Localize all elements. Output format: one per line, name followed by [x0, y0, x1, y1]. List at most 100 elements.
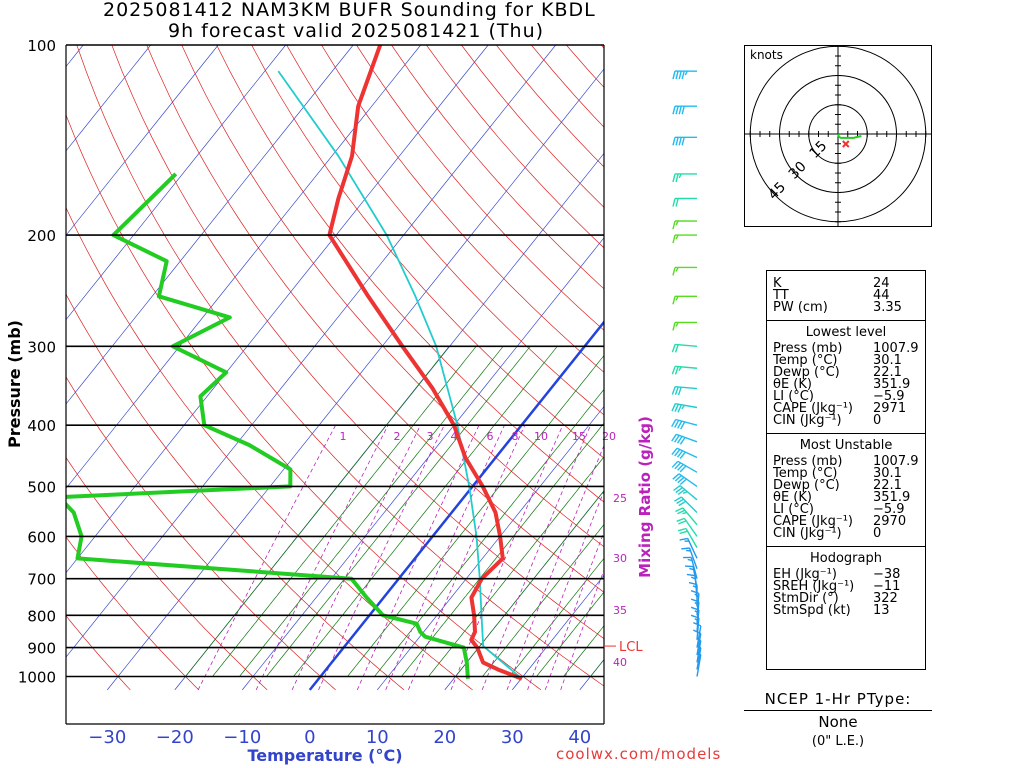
mixing-ratio-label-20: 20 [602, 430, 616, 443]
wind-barb-flag [671, 366, 676, 375]
wind-barb-flag [677, 509, 686, 515]
freezing-isotherm [308, 320, 604, 691]
wind-barb-staff [677, 460, 698, 473]
temperature-trace [327, 45, 523, 681]
mixing-ratio-label-6: 6 [487, 430, 494, 443]
mixing-ratio-line [385, 425, 505, 691]
wind-barb [672, 473, 698, 487]
x-tick--20: −20 [156, 727, 194, 748]
wind-barb [671, 403, 698, 413]
moist-adiabat [536, 591, 604, 677]
wind-barb [693, 621, 702, 648]
wind-barb-staff [676, 447, 698, 459]
mixing-ratio-line [291, 425, 421, 691]
index-row: PW (cm) 3.35 [767, 301, 925, 314]
wind-barb [672, 220, 698, 230]
mixing-ratio-label-30: 30 [613, 552, 627, 565]
index-value: 13 [873, 603, 890, 618]
isotherm-line [66, 45, 219, 236]
dry-adiabat [426, 45, 604, 249]
index-value: −11 [873, 579, 901, 594]
credit-text: coolwx.com/models [556, 745, 722, 763]
index-value: 351.9 [873, 490, 911, 505]
parcel-trace [277, 70, 523, 680]
wind-barb-flag [675, 106, 679, 115]
wind-barb-flag [677, 489, 686, 495]
index-row: TT 44 [767, 288, 925, 303]
wind-barb-flag [675, 137, 679, 146]
dry-adiabat [356, 45, 604, 331]
moist-adiabat [347, 354, 604, 677]
index-row: CIN (Jkg⁻¹) 0 [767, 414, 925, 427]
wind-barb-flag [674, 344, 679, 353]
dry-adiabat [146, 45, 604, 593]
wind-barb-flag [694, 593, 699, 598]
moist-adiabat [563, 625, 604, 677]
wind-barb-flag [677, 476, 685, 484]
dry-adiabat [66, 457, 268, 691]
x-axis-label: Temperature (°C) [247, 746, 402, 765]
moist-adiabat [374, 388, 604, 677]
wind-barb [679, 537, 698, 559]
dry-adiabat [66, 293, 405, 691]
pressure-label-800: 800 [27, 607, 56, 625]
wind-barb-staff [675, 343, 698, 347]
wind-barb [672, 105, 698, 115]
indices-panel: K 24 TT 44 PW (cm) 3.35 Lowest level Press (m… [766, 270, 926, 670]
wind-barb-flag [675, 173, 679, 183]
x-tick--30: −30 [88, 727, 126, 748]
wind-barb-flag [675, 234, 679, 240]
index-label: K [773, 276, 782, 291]
wind-barb-flag [681, 70, 685, 80]
index-value: 22.1 [873, 365, 902, 380]
dry-adiabat [251, 45, 604, 459]
index-row: EH (Jkg⁻¹) −38 [767, 568, 925, 581]
lowest-level-heading: Lowest level [767, 320, 925, 343]
dry-adiabat [66, 615, 131, 691]
mixing-ratio-line [356, 425, 480, 691]
wind-barb [671, 418, 698, 430]
dry-adiabat [321, 45, 604, 373]
wind-barb [690, 614, 700, 640]
wind-barb-flag [689, 567, 694, 571]
index-label: Press (mb) [773, 454, 843, 469]
wind-barb-flag [679, 465, 687, 473]
isotherm-line [512, 574, 604, 691]
wind-barb [696, 651, 702, 677]
wind-barb-flag [690, 590, 700, 595]
wind-barb-flag [679, 478, 687, 486]
wind-barb-flag [674, 435, 680, 443]
index-label: SREH (Jkg⁻¹) [773, 579, 855, 594]
wind-barb-flag [679, 530, 688, 535]
wind-barb-flag [672, 267, 676, 276]
wind-barb-flag [693, 621, 702, 627]
mixing-ratio-line [506, 444, 604, 691]
wind-barb-flag [671, 386, 676, 395]
pressure-label-100: 100 [27, 37, 56, 55]
pressure-label-700: 700 [27, 571, 56, 589]
index-label: θE (K) [773, 490, 812, 505]
wind-barb [671, 343, 698, 353]
hodograph-units-label: knots [750, 48, 783, 62]
wind-barb [672, 173, 698, 183]
index-row: Dewp (°C) 22.1 [767, 365, 925, 380]
index-value: 44 [873, 288, 890, 303]
mixing-ratio-line [197, 425, 336, 691]
wind-barb-flag [686, 573, 696, 577]
wind-barb-flag [681, 547, 690, 550]
wind-barb-staff [696, 654, 702, 677]
wind-barb-flag [694, 610, 699, 614]
pressure-label-500: 500 [27, 478, 56, 496]
wind-barb [672, 295, 698, 305]
wind-barb [672, 321, 698, 331]
wind-barb-flag [675, 267, 679, 272]
wind-barb-flag [671, 460, 679, 468]
dry-adiabat [216, 45, 604, 503]
x-tick-10: 10 [366, 727, 389, 748]
wind-barb [676, 517, 698, 537]
wind-barb [671, 365, 698, 375]
wind-barb-flag [675, 70, 679, 80]
index-row: Press (mb) 1007.9 [767, 454, 925, 469]
wind-barb-flag [674, 419, 680, 428]
wind-barb-staff [696, 647, 702, 670]
